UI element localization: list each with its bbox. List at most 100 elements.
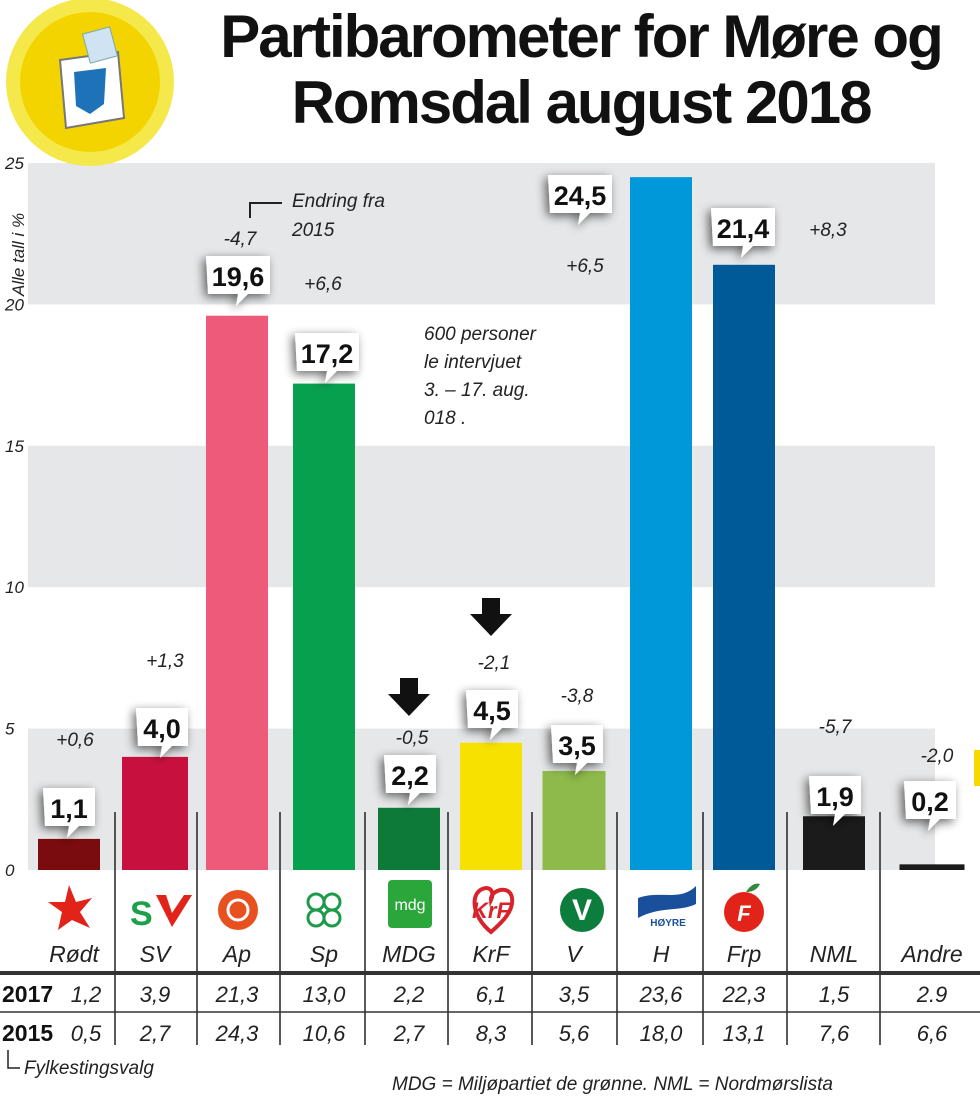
category-label: H: [653, 941, 670, 967]
survey-note: 018 .: [424, 408, 466, 429]
value-label: 17,2: [301, 339, 354, 369]
footnote-bracket: [7, 1050, 20, 1069]
bar-v: [542, 771, 606, 870]
value-label: 1,1: [50, 794, 88, 824]
change-note: 2015: [291, 220, 335, 241]
table-cell: 10,6: [303, 1021, 347, 1046]
value-label: 4,5: [473, 696, 511, 726]
value-label-box: [809, 776, 861, 826]
table-row-label: 2017: [2, 981, 53, 1007]
bar-h: [630, 177, 692, 870]
table-cell: 23,6: [639, 982, 684, 1007]
y-axis-label: Alle tall i %: [9, 213, 28, 297]
frp-leaf-icon: [746, 883, 760, 892]
table-cell: 1,5: [819, 982, 850, 1007]
table-cell: 1,2: [71, 982, 102, 1007]
category-label: KrF: [472, 941, 511, 967]
y-tick-label: 10: [5, 578, 24, 597]
value-label-box: [711, 208, 775, 258]
table-cell: 3,5: [559, 982, 590, 1007]
sp-clover-icon: [322, 892, 342, 912]
sv-logo-icon: S: [130, 895, 153, 933]
bar-frp: [713, 264, 775, 871]
bar-nml: [803, 816, 865, 870]
table-cell: 2,7: [139, 1021, 171, 1046]
bar-sp: [293, 383, 355, 870]
grid-band: [28, 445, 935, 588]
table-cell: 2.9: [916, 982, 948, 1007]
value-label-box: [136, 708, 188, 758]
change-label: -5,7: [819, 717, 853, 738]
table-cell: 8,3: [476, 1021, 507, 1046]
sp-clover-icon: [306, 908, 326, 928]
change-label: +1,3: [146, 651, 184, 672]
ap-rose-icon: [218, 890, 258, 930]
change-note-bracket: [249, 202, 282, 218]
value-label-box: [295, 333, 359, 383]
down-arrow-icon: [388, 678, 430, 716]
value-label: 0,2: [911, 787, 949, 817]
category-label: MDG: [382, 941, 436, 967]
category-label: Sp: [310, 941, 338, 967]
change-label: -2,0: [921, 746, 954, 767]
bar-sv: [122, 756, 188, 870]
category-label: Ap: [221, 941, 251, 967]
value-label-box: [466, 690, 518, 740]
value-label: 19,6: [212, 262, 265, 292]
value-label: 3,5: [558, 731, 596, 761]
table-cell: 21,3: [215, 982, 260, 1007]
ap-rose-icon: [226, 898, 250, 922]
value-label: 4,0: [143, 714, 181, 744]
y-tick-label: 15: [5, 437, 24, 456]
mdg-logo-icon: [388, 880, 432, 928]
bar-andre: [899, 864, 965, 870]
footnote-2015: Fylkestingsvalg: [24, 1058, 154, 1079]
table-cell: 2,7: [393, 1021, 425, 1046]
value-label: 24,5: [554, 181, 607, 211]
table-cell: 3,9: [140, 982, 171, 1007]
change-label: +6,5: [566, 256, 604, 277]
value-label-box: [548, 175, 612, 225]
table-cell: 0,5: [71, 1021, 102, 1046]
table-cell: 6,6: [917, 1021, 948, 1046]
category-label: Frp: [727, 941, 762, 967]
sp-clover-icon: [322, 908, 342, 928]
bar-krf: [460, 742, 522, 870]
category-label: NML: [810, 941, 859, 967]
change-label: -4,7: [224, 229, 258, 250]
y-tick-label: 5: [5, 720, 15, 739]
table-cell: 22,3: [722, 982, 767, 1007]
change-label: -2,1: [478, 653, 511, 674]
table-cell: 13,0: [303, 982, 347, 1007]
chart-title: Partibarometer for Møre og Romsdal augus…: [220, 3, 943, 136]
category-label: Andre: [899, 941, 962, 967]
change-label: -3,8: [561, 686, 594, 707]
table-cell: 13,1: [723, 1021, 766, 1046]
krf-heart-icon: [472, 885, 515, 935]
bar-rødt: [38, 838, 100, 870]
value-label-box: [904, 781, 956, 831]
value-label: 2,2: [391, 761, 429, 791]
category-label: Rødt: [49, 941, 100, 967]
mdg-logo-text: mdg: [394, 897, 425, 914]
v-logo-text: V: [572, 894, 592, 927]
hoyre-logo-text: HØYRE: [650, 918, 686, 929]
change-label: +0,6: [56, 730, 94, 751]
table-row-label: 2015: [2, 1020, 53, 1046]
y-tick-label: 0: [5, 861, 15, 880]
change-label: +6,6: [304, 274, 342, 295]
ballot-paper-icon: [81, 26, 119, 64]
table-cell: 18,0: [640, 1021, 684, 1046]
table-cell: 6,1: [476, 982, 507, 1007]
value-label: 21,4: [717, 214, 770, 244]
table-cell: 2,2: [393, 982, 425, 1007]
rodt-logo-icon: [48, 885, 92, 930]
category-label: V: [566, 941, 584, 967]
footer-note: MDG = Miljøpartiet de grønne. NML = Nord…: [392, 1074, 833, 1095]
table-cell: 24,3: [215, 1021, 260, 1046]
frp-logo-text: F: [737, 901, 751, 926]
value-label-box: [206, 256, 270, 306]
y-tick-label: 25: [4, 154, 24, 173]
